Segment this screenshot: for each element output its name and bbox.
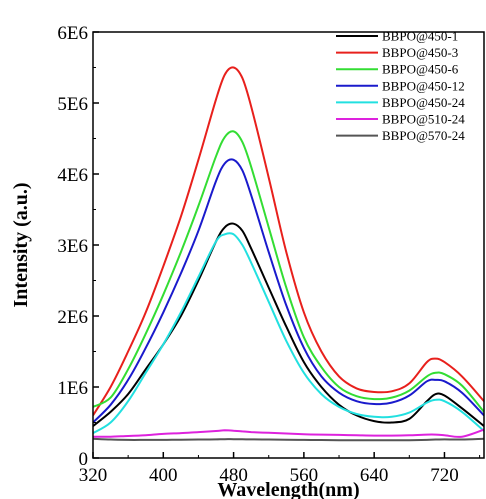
ticks-layer: 320 400 480 560 640 720 0 1E6 2E6 3E6 4E6 5E6 6E6 [57, 23, 481, 486]
x-tick-label: 720 [430, 465, 459, 486]
legend-label: BBPO@450-1 [382, 29, 458, 44]
y-tick-label: 3E6 [57, 236, 88, 257]
x-tick-label: 480 [219, 465, 248, 486]
legend-label: BBPO@450-24 [382, 95, 465, 110]
y-axis-title: Intensity (a.u.) [10, 182, 32, 307]
series-line-3 [93, 130, 484, 413]
legend-label: BBPO@570-24 [382, 128, 465, 143]
series-line-4 [93, 158, 484, 424]
x-axis-title: Wavelength(nm) [217, 479, 359, 499]
y-tick-label: 1E6 [57, 378, 88, 399]
x-tick-label: 560 [290, 465, 319, 486]
y-tick-label: 2E6 [57, 307, 88, 328]
legend-label: BBPO@510-24 [382, 112, 465, 127]
y-tick-label: 0 [79, 449, 89, 470]
y-tick-label: 5E6 [57, 94, 88, 115]
series-line-1 [93, 222, 484, 427]
x-tick-label: 400 [149, 465, 178, 486]
series-layer [93, 66, 484, 442]
legend-label: BBPO@450-6 [382, 62, 459, 77]
legend-label: BBPO@450-3 [382, 45, 458, 60]
x-tick-label: 320 [79, 465, 108, 486]
series-line-7 [93, 437, 484, 442]
y-tick-label: 4E6 [57, 165, 88, 186]
series-line-5 [93, 232, 484, 434]
series-line-2 [93, 66, 484, 416]
legend-label: BBPO@450-12 [382, 78, 465, 93]
series-line-6 [93, 428, 484, 438]
y-tick-label: 6E6 [57, 23, 88, 44]
x-tick-label: 640 [360, 465, 389, 486]
